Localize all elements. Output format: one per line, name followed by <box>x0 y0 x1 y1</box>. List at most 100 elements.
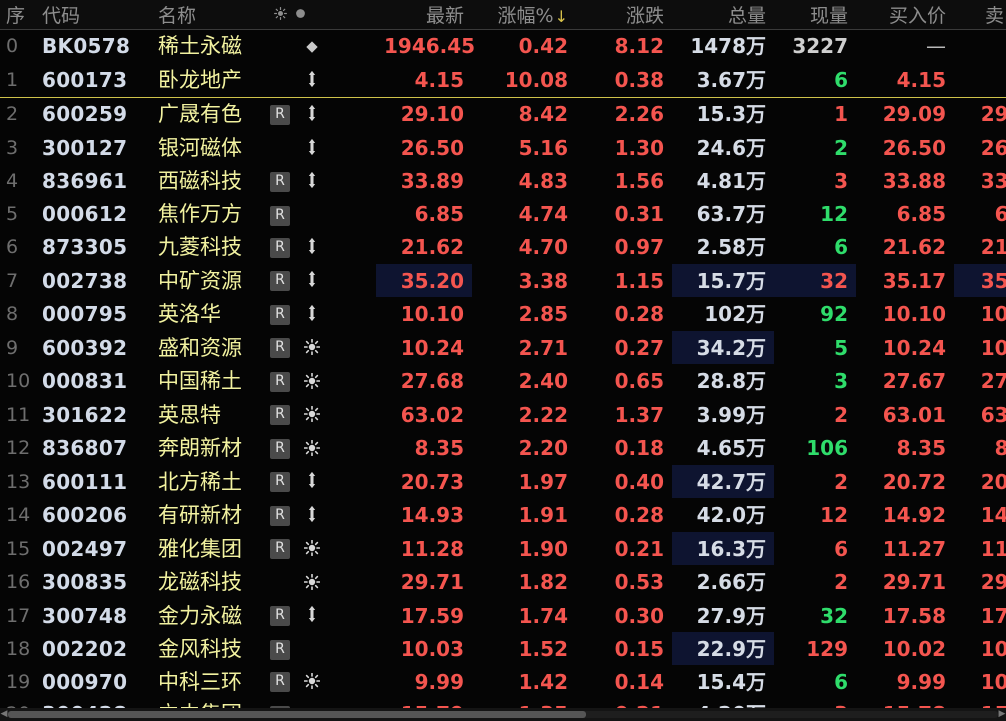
table-row[interactable]: 16 300835 龙磁科技 R 29.71 1.82 0.53 2.66万 2 29.71 29.… <box>0 565 1006 599</box>
table-row[interactable]: 9 600392 盛和资源 R 10.24 2.71 0.27 34.2万 5 10.24 10.2… <box>0 330 1006 365</box>
table-row[interactable]: 18 002202 金风科技 R 10.03 1.52 0.15 22.9万 129 10.02 1… <box>0 632 1006 665</box>
cell-last: 29.10 <box>400 102 464 127</box>
cell-name[interactable]: 英洛华 <box>158 302 221 327</box>
cell-code[interactable]: 836961 <box>42 169 128 194</box>
column-header-delta[interactable]: 涨跌 <box>576 0 672 30</box>
column-header-ask[interactable]: 卖出价 <box>954 0 1006 30</box>
cell-flags: R <box>260 398 376 432</box>
table-row[interactable]: 3 300127 银河磁体 R 26.50 5.16 1.30 24.6万 2 26.50 26.5… <box>0 131 1006 165</box>
horizontal-scrollbar[interactable]: ◀ ▶ <box>0 708 1006 721</box>
column-header-name[interactable]: 名称 <box>150 0 260 30</box>
table-row[interactable]: 17 300748 金力永磁 R 17.59 1.74 0.30 27.9万 32 17.58 17… <box>0 599 1006 633</box>
cell-seq: 4 <box>6 170 19 193</box>
column-header-last[interactable]: 最新 <box>376 0 472 30</box>
table-row[interactable]: 13 600111 北方稀土 R 20.73 1.97 0.40 42.7万 2 20.72 20.… <box>0 464 1006 499</box>
cell-name[interactable]: 金力永磁 <box>158 603 242 628</box>
cell-delta: 0.53 <box>614 570 664 595</box>
cell-volume: 24.6万 <box>696 135 766 160</box>
cell-name[interactable]: 银河磁体 <box>158 135 242 160</box>
cell-code[interactable]: 002738 <box>42 268 128 293</box>
cell-change-pct: 2.40 <box>518 369 568 394</box>
cell-name[interactable]: 焦作万方 <box>158 202 242 227</box>
cell-name[interactable]: 稀土永磁 <box>158 34 242 59</box>
margin-badge-r: R <box>270 405 290 426</box>
cell-code[interactable]: 002202 <box>42 636 128 661</box>
cell-code[interactable]: 600392 <box>42 335 128 360</box>
cell-last: 8.35 <box>414 436 464 461</box>
cell-code[interactable]: 600173 <box>38 63 150 98</box>
cell-ask: 14.93 <box>980 503 1006 528</box>
cell-name[interactable]: 九菱科技 <box>158 235 242 260</box>
cell-code[interactable]: 301622 <box>42 402 128 427</box>
column-header-flags[interactable] <box>260 0 376 30</box>
column-header-volume[interactable]: 总量 <box>672 0 774 30</box>
cell-seq: 9 <box>6 336 19 359</box>
scroll-left-arrow-icon[interactable]: ◀ <box>0 709 8 719</box>
cell-code[interactable]: BK0578 <box>42 34 131 59</box>
header-row: 序 代码 名称 <box>0 0 1006 30</box>
cell-name[interactable]: 盛和资源 <box>158 335 242 360</box>
cell-code[interactable]: 600259 <box>42 102 128 127</box>
column-header-code[interactable]: 代码 <box>38 0 150 30</box>
cell-code[interactable]: 300748 <box>42 603 128 628</box>
cell-delta: 0.97 <box>614 235 664 260</box>
cell-code[interactable]: 300835 <box>42 570 128 595</box>
cell-bid: 17.58 <box>882 603 946 628</box>
table-row[interactable]: 0 BK0578 稀土永磁 R 1946.45 0.42 8.12 1478万 3227 — — <box>0 29 1006 63</box>
table-row[interactable]: 4 836961 西磁科技 R 33.89 4.83 1.56 4.81万 3 33.88 33.8… <box>0 165 1006 199</box>
cell-name[interactable]: 广晟有色 <box>158 102 242 127</box>
cell-name[interactable]: 北方稀土 <box>158 469 242 494</box>
table-row[interactable]: 14 600206 有研新材 R 14.93 1.91 0.28 42.0万 12 14.92 14… <box>0 498 1006 532</box>
column-header-seq[interactable]: 序 <box>0 0 38 30</box>
cell-name[interactable]: 中国稀土 <box>158 369 242 394</box>
cell-code[interactable]: 000970 <box>42 669 128 694</box>
cell-name[interactable]: 雅化集团 <box>158 536 242 561</box>
cell-code[interactable]: 000612 <box>42 202 128 227</box>
arrows-icon <box>303 299 321 331</box>
sort-arrow-icon[interactable]: ↓ <box>554 6 568 26</box>
cell-code[interactable]: 000831 <box>42 369 128 394</box>
scroll-right-arrow-icon[interactable]: ▶ <box>998 709 1006 719</box>
arrows-icon <box>303 500 321 532</box>
cell-volume: 1478万 <box>690 34 766 59</box>
table-row[interactable]: 8 000795 英洛华 R 10.10 2.85 0.28 102万 92 10.10 10.11 <box>0 297 1006 331</box>
cell-current-volume: 5 <box>834 335 848 360</box>
table-row[interactable]: 19 000970 中科三环 R 9.99 1.42 0.14 15.4万 6 9.99 10.00 <box>0 665 1006 699</box>
scrollbar-thumb[interactable] <box>8 711 586 718</box>
cell-name[interactable]: 中科三环 <box>158 669 242 694</box>
cell-flags: R <box>260 131 376 165</box>
cell-code[interactable]: 873305 <box>42 235 128 260</box>
cell-name[interactable]: 西磁科技 <box>158 169 242 194</box>
cell-name[interactable]: 奔朗新材 <box>158 436 242 461</box>
table-row[interactable]: 11 301622 英思特 R 63.02 2.22 1.37 3.99万 2 63.01 63.0… <box>0 398 1006 432</box>
cell-flags: R <box>260 63 376 98</box>
cell-name[interactable]: 龙磁科技 <box>158 570 242 595</box>
cell-name[interactable]: 卧龙地产 <box>150 63 260 98</box>
cell-ask: 33.89 <box>980 169 1006 194</box>
column-header-current-volume[interactable]: 现量 <box>774 0 856 30</box>
table-row[interactable]: 12 836807 奔朗新材 R 8.35 2.20 0.18 4.65万 106 8.35 8.3… <box>0 431 1006 465</box>
table-row[interactable]: 10 000831 中国稀土 R 27.68 2.40 0.65 28.8万 3 27.67 27.… <box>0 364 1006 398</box>
cell-name[interactable]: 中矿资源 <box>158 268 242 293</box>
cell-name[interactable]: 有研新材 <box>158 503 242 528</box>
cell-change-pct: 2.71 <box>518 335 568 360</box>
table-row[interactable]: 15 002497 雅化集团 R 11.28 1.90 0.21 16.3万 6 11.27 11.… <box>0 531 1006 566</box>
cell-code[interactable]: 000795 <box>42 302 128 327</box>
cell-code[interactable]: 002497 <box>42 536 128 561</box>
cell-code[interactable]: 836807 <box>42 436 128 461</box>
column-header-change-pct[interactable]: 涨幅%↓ <box>472 0 576 30</box>
cell-bid: 20.72 <box>882 469 946 494</box>
column-header-bid[interactable]: 买入价 <box>856 0 954 30</box>
cell-code[interactable]: 600206 <box>42 503 128 528</box>
cell-name[interactable]: 金风科技 <box>158 636 242 661</box>
table-row[interactable]: 6 873305 九菱科技 R 21.62 4.70 0.97 2.58万 6 21.62 21.6… <box>0 230 1006 264</box>
cell-code[interactable]: 300127 <box>42 135 128 160</box>
cell-code[interactable]: 600111 <box>42 469 128 494</box>
cell-name[interactable]: 英思特 <box>158 402 221 427</box>
table-row[interactable]: 2 600259 广晟有色 R 29.10 8.42 2.26 15.3万 1 29.09 29.1… <box>0 97 1006 131</box>
table-row[interactable]: 5 000612 焦作万方 R 6.85 4.74 0.31 63.7万 12 6.85 6.86 <box>0 198 1006 230</box>
cell-last: 21.62 <box>400 235 464 260</box>
